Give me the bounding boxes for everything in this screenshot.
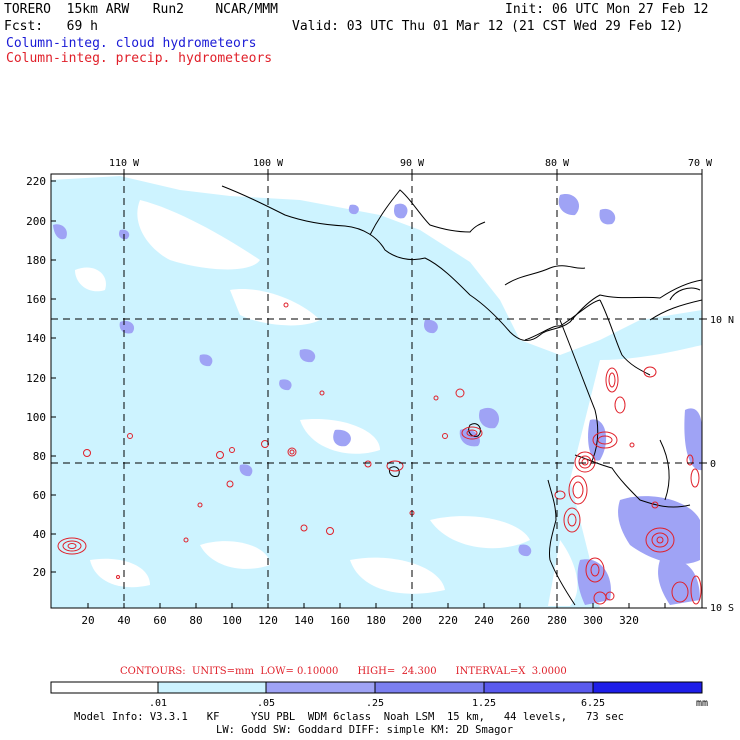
x-tick: 240 xyxy=(474,614,494,627)
contour-info: CONTOURS: UNITS=mm LOW= 0.10000 HIGH= 24… xyxy=(120,666,567,677)
x-tick: 60 xyxy=(153,614,166,627)
precip-contours xyxy=(57,302,702,605)
precip-legend-label: Column-integ. precip. hydrometeors xyxy=(6,51,273,66)
valid-time: Valid: 03 UTC Thu 01 Mar 12 (21 CST Wed … xyxy=(292,19,684,34)
x-tick: 200 xyxy=(402,614,422,627)
cloud-shading xyxy=(51,174,702,608)
x-tick: 260 xyxy=(510,614,530,627)
lon-label-70w: 70 W xyxy=(688,158,713,169)
colorbar-tick: 6.25 xyxy=(581,698,605,709)
lon-label-100w: 100 W xyxy=(253,158,284,169)
colorbar xyxy=(50,681,703,694)
y-tick: 100 xyxy=(26,411,46,424)
colorbar-tick: 1.25 xyxy=(472,698,496,709)
x-tick: 220 xyxy=(438,614,458,627)
y-tick: 60 xyxy=(33,489,46,502)
x-tick: 120 xyxy=(258,614,278,627)
init-time: Init: 06 UTC Mon 27 Feb 12 xyxy=(505,2,709,17)
x-tick: 20 xyxy=(81,614,94,627)
lon-labels: 110 W 100 W 90 W 80 W 70 W xyxy=(109,158,713,169)
lat-label-10n: 10 N xyxy=(710,315,734,326)
axis-ticks xyxy=(51,180,666,608)
lat-label-10s: 10 S xyxy=(710,603,734,614)
y-tick-labels: 220 200 180 160 140 120 100 80 60 40 20 xyxy=(26,175,46,579)
y-tick: 120 xyxy=(26,372,46,385)
cloud-legend-label: Column-integ. cloud hydrometeors xyxy=(6,36,257,51)
x-tick: 300 xyxy=(583,614,603,627)
y-tick: 140 xyxy=(26,332,46,345)
x-tick: 40 xyxy=(117,614,130,627)
x-tick: 280 xyxy=(547,614,567,627)
model-info: Model Info: V3.3.1 KF YSU PBL WDM 6class… xyxy=(74,711,624,723)
lat-labels: 10 N 0 10 S xyxy=(710,315,734,614)
y-tick: 40 xyxy=(33,528,46,541)
x-tick-labels: 20 40 60 80 100 120 140 160 180 200 220 … xyxy=(81,614,639,627)
x-tick: 180 xyxy=(366,614,386,627)
colorbar-tick: .01 xyxy=(149,698,167,709)
y-tick: 160 xyxy=(26,293,46,306)
y-tick: 80 xyxy=(33,450,46,463)
model-run-title: TORERO 15km ARW Run2 NCAR/MMM xyxy=(4,2,278,17)
lon-label-90w: 90 W xyxy=(400,158,425,169)
y-tick: 180 xyxy=(26,254,46,267)
lat-label-0: 0 xyxy=(710,459,716,470)
colorbar-labels: .01 .05 .25 1.25 6.25 mm xyxy=(149,698,708,709)
y-tick: 200 xyxy=(26,215,46,228)
x-tick: 100 xyxy=(222,614,242,627)
y-tick: 220 xyxy=(26,175,46,188)
colorbar-tick: .05 xyxy=(257,698,275,709)
forecast-hour: Fcst: 69 h xyxy=(4,19,98,34)
lon-label-80w: 80 W xyxy=(545,158,570,169)
latlon-grid xyxy=(51,174,702,608)
physics-info: LW: Godd SW: Goddard DIFF: simple KM: 2D… xyxy=(216,724,514,736)
x-tick: 80 xyxy=(189,614,202,627)
x-tick: 160 xyxy=(330,614,350,627)
colorbar-units: mm xyxy=(696,698,708,709)
x-tick: 320 xyxy=(619,614,639,627)
top-ticks xyxy=(123,169,707,609)
lon-label-110w: 110 W xyxy=(109,158,140,169)
x-tick: 140 xyxy=(294,614,314,627)
coastlines xyxy=(221,185,702,606)
y-tick: 20 xyxy=(33,566,46,579)
colorbar-tick: .25 xyxy=(366,698,384,709)
